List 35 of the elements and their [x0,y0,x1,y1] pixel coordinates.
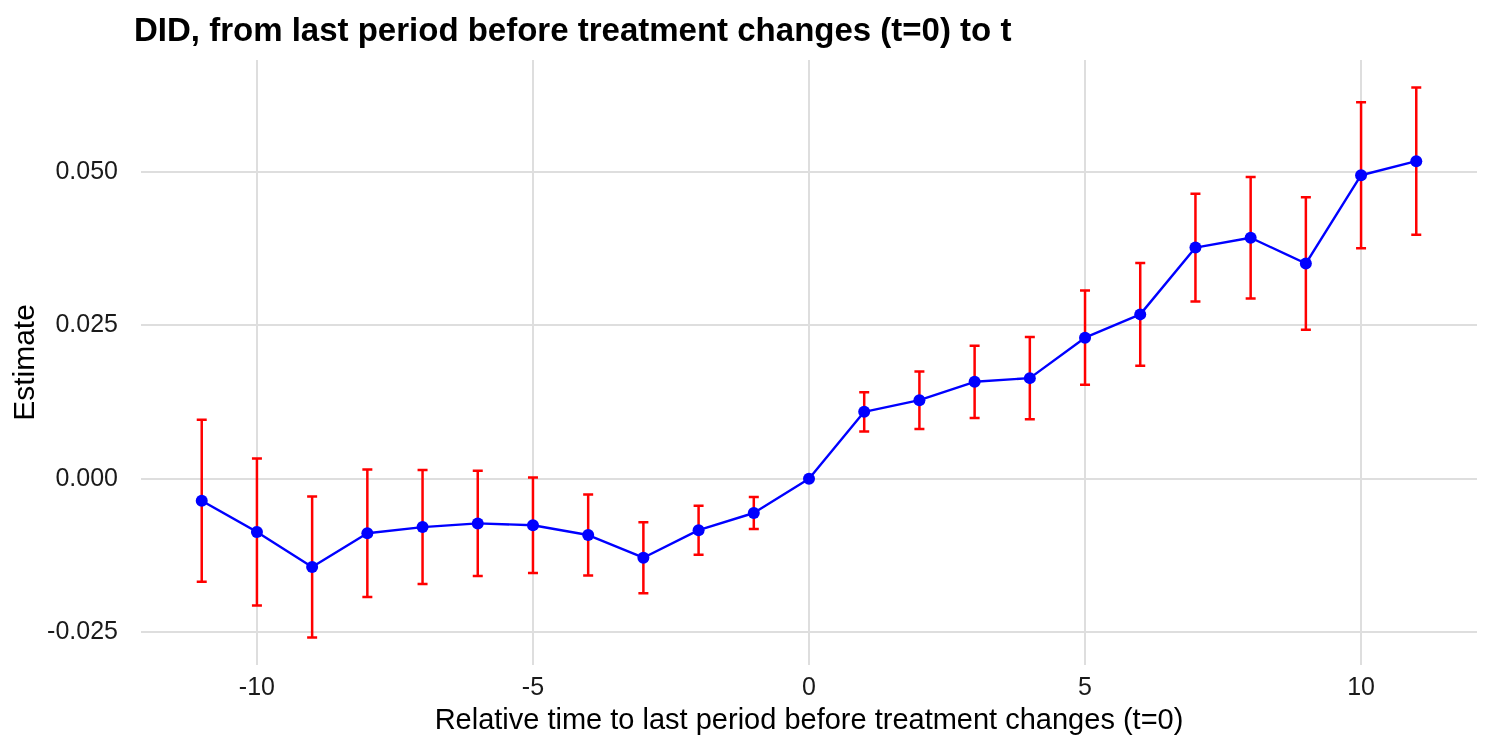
point [250,525,263,538]
x-tick-label: 10 [1347,671,1375,700]
point [858,405,871,418]
point [968,375,981,388]
point [1410,155,1423,168]
point [416,521,429,534]
y-tick-label: 0.000 [55,462,118,491]
point [913,394,926,407]
chart-title: DID, from last period before treatment changes (t=0) to t [134,11,1012,49]
point [1079,331,1092,344]
point [1355,169,1368,182]
point [637,551,650,564]
point [692,524,705,537]
y-tick-label: 0.050 [55,156,118,185]
y-tick-label: 0.025 [55,309,118,338]
x-axis-title: Relative time to last period before treatment changes (t=0) [434,702,1184,735]
point [1023,372,1036,385]
x-tick-label: -10 [238,671,275,700]
point [471,517,484,530]
x-tick-label: 0 [802,671,816,700]
y-axis-title: Estimate [7,304,41,421]
point [1299,257,1312,270]
y-tick-label: -0.025 [47,615,118,644]
point [803,472,815,485]
point [1244,231,1257,244]
x-tick-label: -5 [521,671,545,700]
point [195,494,208,507]
point [526,519,539,532]
x-tick-label: 5 [1078,671,1092,700]
point [306,560,319,573]
point [1134,308,1147,321]
point [747,506,760,519]
point [582,529,595,542]
point [361,527,374,540]
point [1189,241,1202,254]
